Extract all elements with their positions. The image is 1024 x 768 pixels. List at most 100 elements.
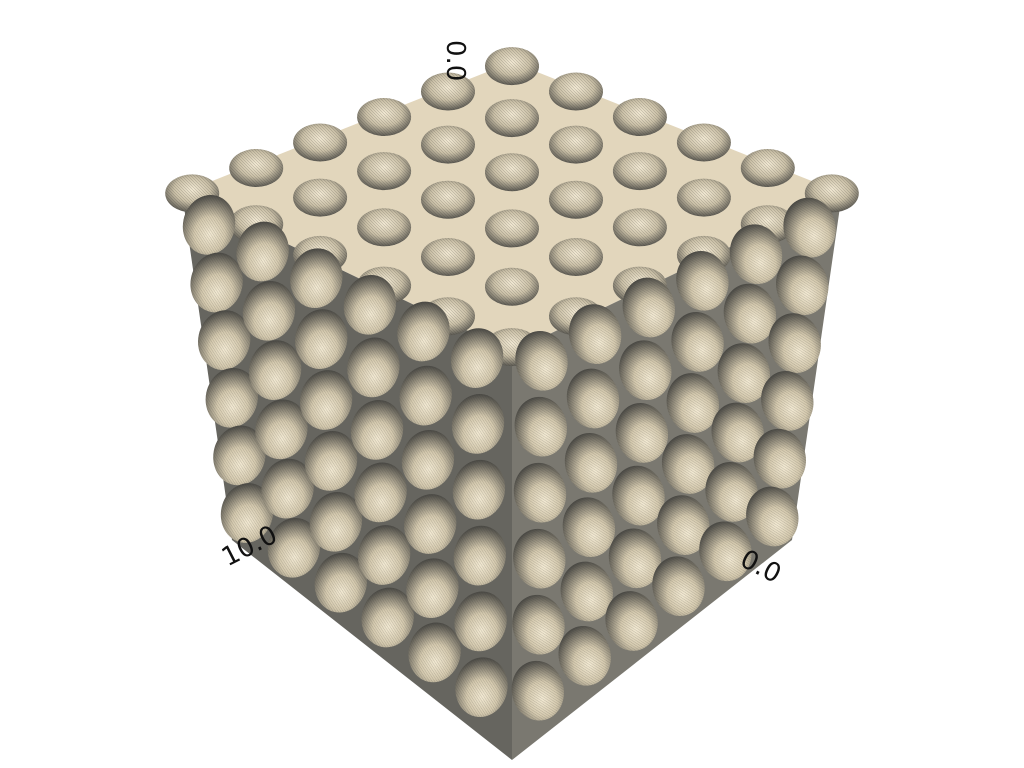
right-pit-texture bbox=[608, 528, 662, 589]
right-pit-texture bbox=[657, 495, 710, 555]
top-pit-texture bbox=[421, 125, 475, 164]
right-pit-texture bbox=[768, 313, 821, 373]
top-pit-texture bbox=[612, 152, 667, 191]
right-pit-texture bbox=[753, 428, 806, 489]
left-pit-texture bbox=[267, 517, 321, 578]
right-pit-texture bbox=[676, 250, 729, 311]
right-pit-texture bbox=[564, 432, 618, 493]
right-pit-texture bbox=[515, 330, 568, 391]
right-pit-texture bbox=[566, 368, 620, 429]
right-face-pits bbox=[511, 197, 836, 721]
right-pit-texture bbox=[711, 402, 764, 463]
top-pit-texture bbox=[676, 123, 731, 162]
right-pit-texture bbox=[717, 343, 770, 403]
top-pit-texture bbox=[421, 72, 475, 111]
left-pit-texture bbox=[454, 591, 507, 652]
left-pit-texture bbox=[450, 328, 504, 388]
right-pit-texture bbox=[513, 462, 567, 523]
left-pit-texture bbox=[213, 425, 266, 486]
left-pit-texture bbox=[397, 301, 450, 362]
top-pit-texture bbox=[229, 149, 284, 187]
right-pit-texture bbox=[776, 255, 829, 316]
left-pit-texture bbox=[347, 337, 400, 398]
right-pit-texture bbox=[562, 497, 616, 558]
top-pit-texture bbox=[485, 209, 539, 248]
left-pit-texture bbox=[354, 462, 407, 523]
right-pit-texture bbox=[612, 465, 665, 526]
top-pit-texture bbox=[293, 123, 348, 162]
right-pit-texture bbox=[622, 277, 675, 338]
right-pit-texture bbox=[512, 594, 565, 655]
left-pit-texture bbox=[242, 280, 296, 341]
top-pit-texture bbox=[549, 238, 603, 276]
right-pit-texture bbox=[699, 521, 752, 582]
left-pit-texture bbox=[343, 274, 397, 335]
top-pit-texture bbox=[612, 98, 667, 136]
left-pit-texture bbox=[399, 365, 452, 426]
top-pit-texture bbox=[485, 99, 539, 138]
left-pit-texture bbox=[451, 394, 505, 454]
right-pit-texture bbox=[560, 561, 613, 622]
left-pit-texture bbox=[408, 622, 461, 683]
left-pit-texture bbox=[220, 483, 274, 543]
right-pit-texture bbox=[619, 340, 672, 401]
top-pit-texture bbox=[549, 72, 603, 111]
top-pit-texture bbox=[740, 149, 795, 187]
left-pit-texture bbox=[295, 309, 348, 369]
left-pit-texture bbox=[290, 248, 343, 309]
left-pit-texture bbox=[309, 491, 363, 552]
top-pit-texture bbox=[549, 125, 603, 164]
left-pit-texture bbox=[453, 525, 506, 586]
left-pit-texture bbox=[406, 558, 459, 619]
right-pit-texture bbox=[746, 486, 799, 547]
right-pit-texture bbox=[513, 528, 566, 589]
left-pit-texture bbox=[404, 494, 457, 554]
top-pit-texture bbox=[421, 180, 475, 219]
top-pit-texture bbox=[485, 47, 539, 86]
top-pit-texture bbox=[357, 98, 412, 136]
left-pit-texture bbox=[236, 221, 289, 282]
top-pit-texture bbox=[549, 180, 603, 219]
right-pit-texture bbox=[705, 462, 758, 522]
left-pit-texture bbox=[401, 429, 455, 490]
right-pit-texture bbox=[783, 197, 836, 258]
top-pit-texture bbox=[357, 152, 412, 191]
left-pit-texture bbox=[190, 252, 243, 313]
right-pit-texture bbox=[723, 283, 777, 344]
right-pit-texture bbox=[661, 434, 715, 494]
left-pit-texture bbox=[455, 657, 508, 718]
right-pit-texture bbox=[761, 371, 814, 431]
right-pit-texture bbox=[652, 556, 705, 617]
top-pit-texture bbox=[357, 208, 412, 247]
left-pit-texture bbox=[350, 400, 404, 460]
left-face-pits bbox=[182, 195, 508, 718]
left-pit-texture bbox=[314, 552, 367, 613]
left-pit-texture bbox=[361, 587, 414, 648]
right-pit-texture bbox=[558, 625, 611, 686]
top-pit-texture bbox=[485, 267, 539, 306]
left-pit-texture bbox=[452, 459, 506, 520]
top-pit-texture bbox=[485, 153, 539, 192]
right-pit-texture bbox=[666, 373, 719, 433]
right-pit-texture bbox=[511, 660, 564, 721]
top-pit-texture bbox=[421, 238, 475, 276]
left-pit-texture bbox=[255, 399, 308, 460]
left-pit-texture bbox=[205, 367, 258, 428]
left-pit-texture bbox=[198, 310, 251, 370]
top-pit-texture bbox=[612, 208, 667, 247]
right-pit-texture bbox=[605, 591, 658, 651]
right-pit-texture bbox=[514, 396, 567, 457]
left-pit-texture bbox=[248, 340, 302, 400]
right-pit-texture bbox=[729, 224, 783, 285]
left-pit-texture bbox=[357, 525, 411, 585]
top-pit-texture bbox=[676, 178, 731, 217]
left-pit-texture bbox=[261, 458, 314, 519]
top-pit-texture bbox=[293, 178, 348, 217]
left-pit-texture bbox=[182, 195, 236, 255]
left-pit-texture bbox=[304, 431, 358, 491]
axis-label-top: 0.0 bbox=[440, 40, 470, 82]
right-pit-texture bbox=[671, 312, 724, 372]
right-pit-texture bbox=[568, 304, 622, 364]
